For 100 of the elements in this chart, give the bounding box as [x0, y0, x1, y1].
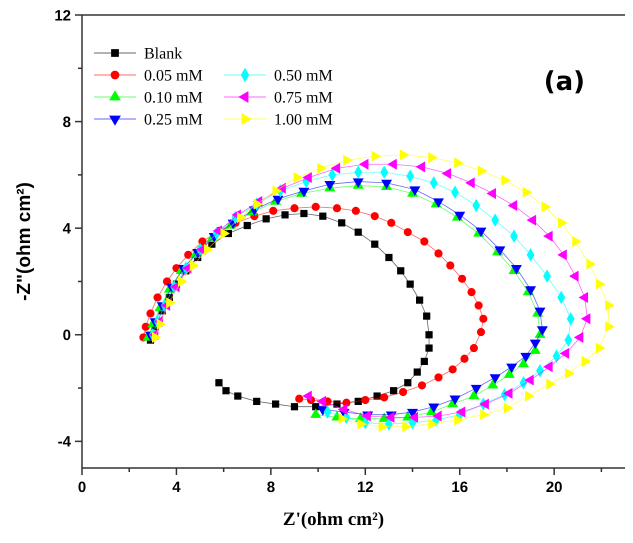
point: [380, 393, 388, 402]
point: [215, 379, 223, 386]
point: [204, 244, 214, 255]
point: [502, 388, 512, 399]
point: [456, 406, 466, 418]
point: [370, 212, 379, 220]
point: [319, 212, 326, 220]
point: [387, 158, 397, 170]
legend-label: 0.10 mM: [144, 90, 203, 107]
point: [574, 332, 584, 343]
point: [448, 365, 457, 374]
point: [146, 309, 155, 318]
point: [312, 202, 320, 211]
point: [486, 188, 496, 200]
point: [404, 379, 412, 386]
y-tick-label: 0: [62, 327, 71, 344]
point: [416, 161, 426, 172]
legend-label: 1.00 mM: [274, 112, 333, 129]
x-axis-title: Z'(ohm cm²): [282, 509, 384, 530]
y-axis-title: -Z"(ohm cm²): [14, 182, 35, 301]
point: [470, 384, 482, 394]
point: [333, 400, 341, 408]
point: [434, 373, 443, 382]
point: [354, 228, 362, 236]
point: [420, 358, 428, 366]
point: [222, 387, 230, 394]
point: [374, 392, 381, 400]
point: [557, 249, 567, 260]
point: [487, 379, 498, 389]
point: [494, 246, 506, 256]
point: [338, 219, 346, 226]
point: [425, 344, 433, 352]
y-tick-label: 8: [62, 114, 71, 131]
point: [446, 261, 454, 270]
point: [290, 204, 299, 212]
point: [442, 168, 452, 180]
point: [178, 276, 188, 287]
x-tick-label: 4: [172, 479, 182, 496]
point: [361, 396, 370, 404]
point: [569, 270, 579, 282]
point: [520, 352, 532, 362]
point: [458, 274, 466, 283]
legend-label: 0.75 mM: [274, 90, 333, 107]
point: [460, 354, 469, 363]
annotation: (a): [544, 67, 585, 97]
point: [474, 301, 483, 310]
point: [425, 331, 433, 338]
point: [184, 250, 192, 259]
point: [543, 230, 553, 242]
point: [525, 286, 536, 296]
y-tick-label: -4: [58, 434, 72, 451]
point: [399, 388, 408, 396]
y-tick-label: 12: [54, 7, 71, 24]
point: [467, 288, 476, 296]
point: [476, 328, 486, 336]
point: [390, 387, 398, 394]
x-tick-label: 0: [78, 479, 86, 496]
point: [409, 186, 420, 196]
point: [434, 249, 443, 258]
point: [272, 400, 280, 408]
point: [578, 292, 588, 303]
point: [543, 361, 553, 372]
point: [479, 314, 488, 323]
point: [406, 280, 414, 288]
x-tick-label: 16: [451, 479, 468, 496]
point: [385, 254, 393, 262]
point: [560, 348, 570, 359]
point: [300, 210, 308, 218]
point: [416, 296, 424, 304]
x-tick-label: 20: [546, 479, 563, 496]
point: [338, 404, 348, 415]
point: [156, 318, 166, 330]
point: [432, 410, 442, 422]
point: [166, 297, 176, 308]
point: [330, 162, 340, 174]
point: [408, 412, 418, 423]
point: [387, 218, 396, 227]
point: [423, 312, 430, 320]
point: [281, 211, 289, 218]
x-tick-label: 12: [356, 479, 374, 496]
point: [508, 200, 518, 212]
point: [220, 228, 230, 239]
point: [404, 228, 412, 236]
point: [332, 204, 342, 212]
point: [361, 410, 371, 422]
x-tick-label: 8: [266, 479, 276, 496]
point: [295, 394, 304, 403]
y-tick-label: 4: [62, 220, 72, 238]
legend-label: Blank: [144, 46, 182, 63]
point: [354, 398, 362, 405]
point: [420, 237, 428, 246]
point: [290, 403, 298, 410]
point: [470, 344, 478, 352]
legend-label: 0.50 mM: [274, 68, 333, 85]
point: [262, 215, 270, 222]
point: [269, 206, 278, 215]
point: [234, 392, 242, 400]
point: [433, 198, 444, 208]
point: [253, 398, 260, 405]
point: [198, 237, 206, 246]
